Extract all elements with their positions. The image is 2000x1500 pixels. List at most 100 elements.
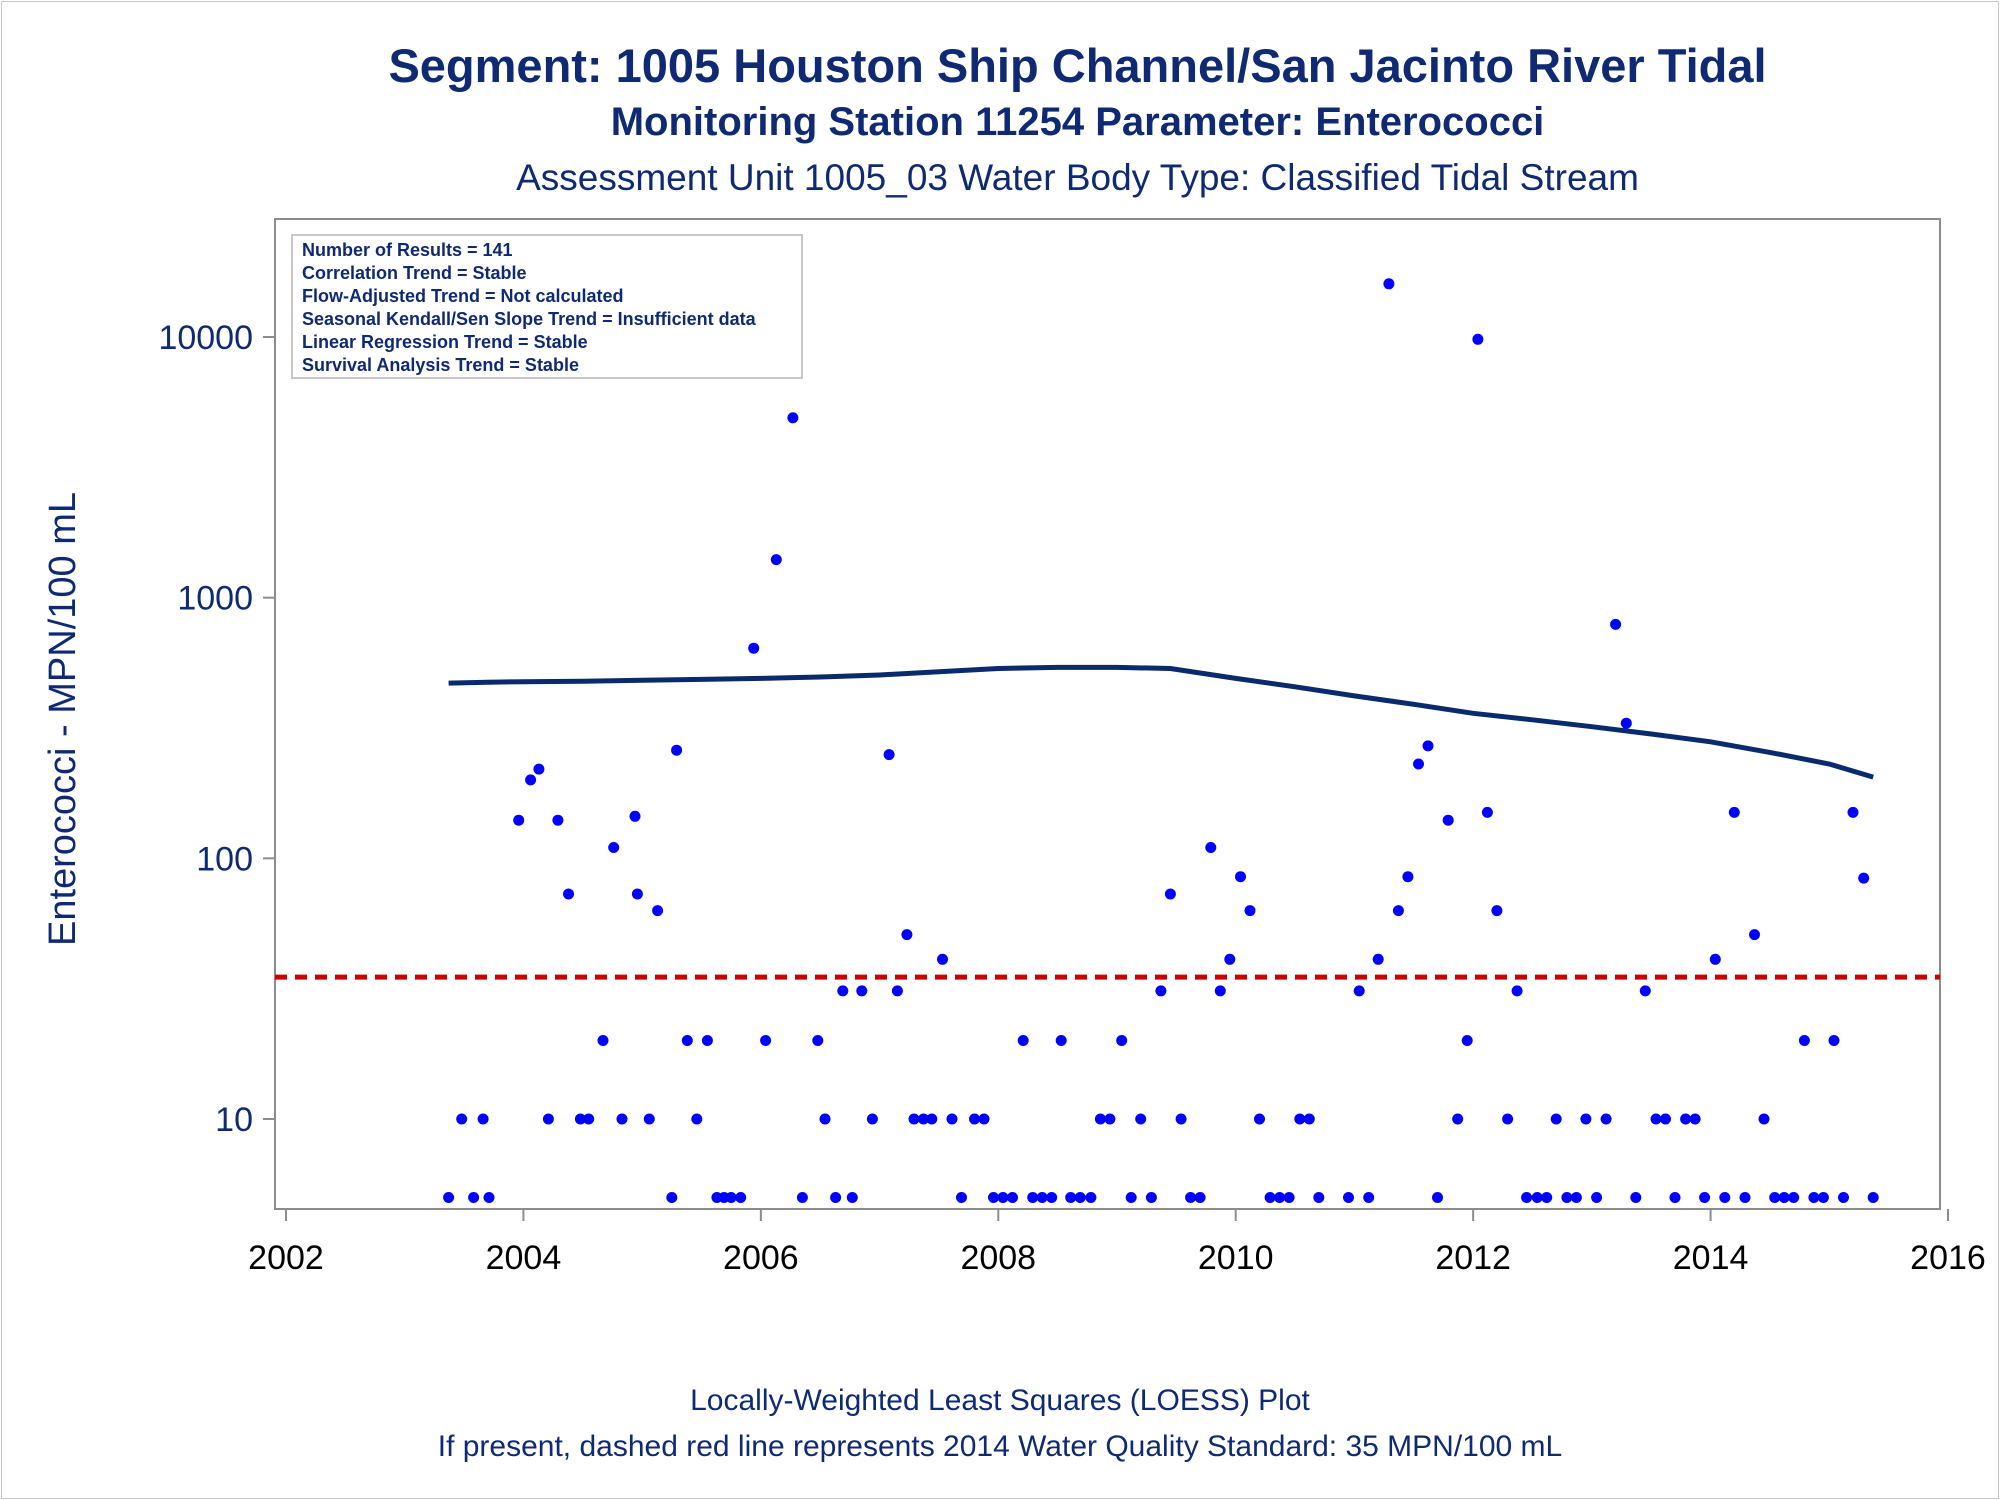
data-point xyxy=(701,1035,713,1046)
data-point xyxy=(856,985,868,997)
data-point xyxy=(1343,1192,1354,1203)
data-point xyxy=(691,1113,703,1125)
data-point xyxy=(1007,1192,1018,1203)
data-point xyxy=(1155,985,1167,997)
data-point xyxy=(1600,1113,1612,1125)
data-point xyxy=(1027,1192,1039,1203)
data-point xyxy=(1521,1192,1533,1203)
x-tick-label: 2008 xyxy=(960,1239,1036,1277)
data-point xyxy=(866,1113,878,1125)
data-point xyxy=(1461,1035,1473,1046)
data-point xyxy=(608,842,620,853)
data-point xyxy=(1205,842,1217,853)
data-point xyxy=(1838,1192,1849,1203)
data-point xyxy=(1036,1192,1048,1203)
data-point xyxy=(748,642,760,654)
x-tick-label: 2006 xyxy=(723,1239,799,1277)
data-point xyxy=(1422,740,1434,752)
chart-title: Segment: 1005 Houston Ship Channel/San J… xyxy=(388,39,1767,92)
footnote-loess: Locally-Weighted Least Squares (LOESS) P… xyxy=(690,1384,1310,1417)
data-point xyxy=(1620,717,1632,729)
data-point xyxy=(1561,1192,1573,1203)
data-point xyxy=(1847,806,1859,818)
data-point xyxy=(819,1113,831,1125)
data-point xyxy=(1749,929,1760,941)
data-point xyxy=(946,1113,958,1125)
data-point xyxy=(1452,1113,1464,1125)
data-point xyxy=(1085,1192,1097,1203)
data-point xyxy=(1235,871,1246,883)
data-point xyxy=(1125,1192,1137,1203)
info-box-line: Seasonal Kendall/Sen Slope Trend = Insuf… xyxy=(302,309,757,329)
data-point xyxy=(1580,1113,1592,1125)
data-point xyxy=(1650,1113,1662,1125)
info-box-line: Number of Results = 141 xyxy=(302,240,513,260)
data-point xyxy=(583,1113,595,1125)
data-point xyxy=(643,1113,655,1125)
data-point xyxy=(671,744,683,756)
data-point xyxy=(787,412,799,424)
data-point xyxy=(770,554,782,566)
data-point xyxy=(1313,1192,1325,1203)
data-point xyxy=(1491,905,1503,917)
y-tick-label: 1000 xyxy=(177,580,253,618)
data-point xyxy=(1867,1192,1879,1203)
data-point xyxy=(891,985,903,997)
data-point xyxy=(616,1113,628,1125)
info-box-line: Correlation Trend = Stable xyxy=(302,263,527,283)
data-point xyxy=(1017,1035,1029,1046)
data-point xyxy=(1194,1192,1206,1203)
data-point xyxy=(574,1113,586,1125)
x-tick-label: 2010 xyxy=(1198,1239,1274,1277)
data-point xyxy=(1502,1113,1514,1125)
data-point xyxy=(988,1192,999,1203)
data-point xyxy=(1798,1035,1810,1046)
data-point xyxy=(1472,333,1484,345)
data-point xyxy=(456,1113,468,1125)
data-point xyxy=(1778,1192,1790,1203)
y-tick-label: 10 xyxy=(215,1101,253,1139)
data-point xyxy=(597,1035,609,1046)
data-point xyxy=(901,929,913,941)
data-point xyxy=(1294,1113,1306,1125)
data-point xyxy=(926,1113,938,1125)
data-point xyxy=(1283,1192,1295,1203)
data-point xyxy=(1074,1192,1086,1203)
info-box-line: Flow-Adjusted Trend = Not calculated xyxy=(302,286,624,306)
data-point xyxy=(552,814,564,826)
data-point xyxy=(1699,1192,1711,1203)
data-point xyxy=(1372,953,1384,965)
data-point xyxy=(1719,1192,1731,1203)
data-point xyxy=(956,1192,967,1203)
plot-area xyxy=(274,218,1941,1210)
data-point xyxy=(937,953,948,965)
data-point xyxy=(1224,953,1236,965)
loess-line xyxy=(448,664,1874,780)
data-point xyxy=(918,1113,929,1125)
data-point xyxy=(760,1035,772,1046)
data-point xyxy=(969,1113,980,1125)
data-point xyxy=(1541,1192,1553,1203)
data-point xyxy=(631,888,643,900)
x-tick-label: 2002 xyxy=(248,1239,324,1277)
info-box xyxy=(291,234,803,379)
data-point xyxy=(1550,1113,1562,1125)
data-point xyxy=(997,1192,1009,1203)
data-point xyxy=(796,1192,808,1203)
data-point xyxy=(1264,1192,1276,1203)
data-point xyxy=(542,1113,554,1125)
data-point xyxy=(652,905,664,917)
data-point xyxy=(1353,985,1365,997)
y-tick-label: 10000 xyxy=(158,319,253,357)
data-point xyxy=(629,810,641,822)
data-point xyxy=(837,985,849,997)
data-point xyxy=(1055,1035,1067,1046)
data-point xyxy=(1392,905,1404,917)
data-point xyxy=(1164,888,1176,900)
data-point xyxy=(666,1192,678,1203)
data-point xyxy=(1739,1192,1751,1203)
x-tick-label: 2012 xyxy=(1435,1239,1511,1277)
data-point xyxy=(735,1192,747,1203)
